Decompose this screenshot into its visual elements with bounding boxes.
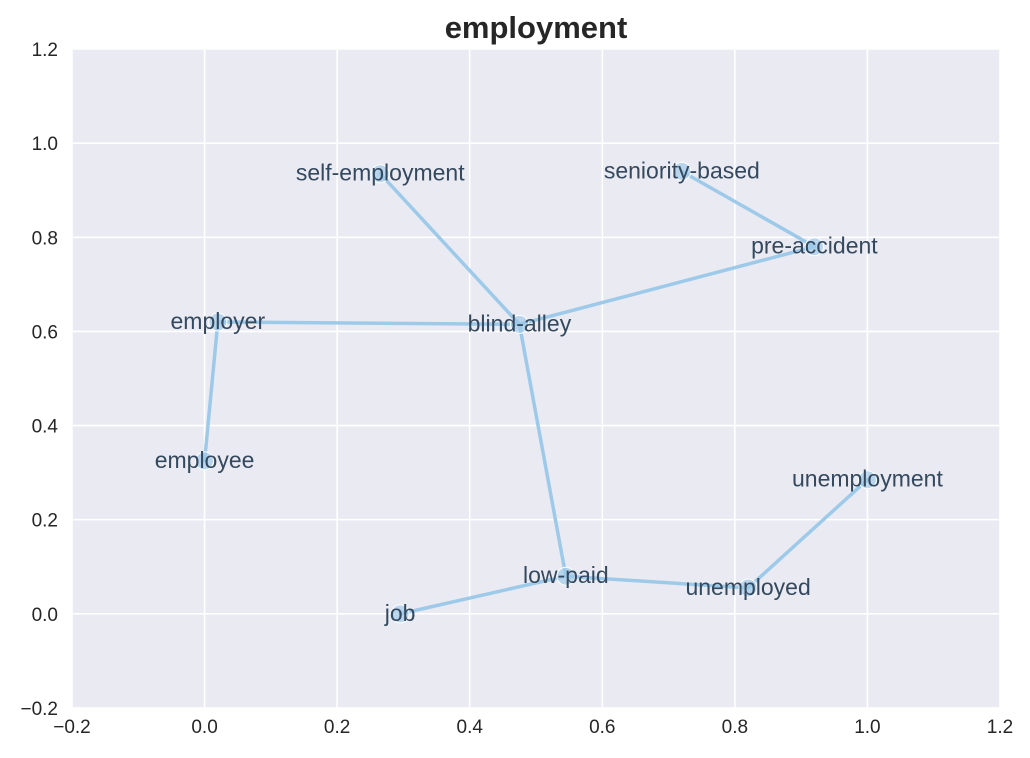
- markers: [195, 161, 877, 624]
- y-tick-label: 0.8: [32, 228, 58, 249]
- edge-line: [517, 244, 817, 327]
- edge-line: [564, 574, 750, 590]
- y-tick-label: 0.6: [32, 322, 58, 343]
- node-label: seniority-based: [604, 157, 760, 183]
- x-tick-labels: −0.2 0.0 0.2 0.4 0.6 0.8 1.0 1.2: [53, 717, 1013, 738]
- node-label: blind-alley: [468, 310, 572, 336]
- x-tick-label: 0.8: [722, 717, 748, 738]
- edge-line: [398, 574, 568, 616]
- node-marker: [672, 161, 692, 181]
- x-tick-label: 0.2: [324, 717, 350, 738]
- x-tick-label: 0.4: [457, 717, 484, 738]
- node-label: employer: [171, 308, 266, 334]
- node-label: unemployment: [792, 466, 943, 492]
- y-tick-label: 0.2: [32, 511, 58, 532]
- node-label: pre-accident: [751, 233, 878, 259]
- x-tick-label: 1.0: [854, 717, 880, 738]
- plot-background: [72, 49, 1000, 708]
- node-marker: [738, 578, 758, 598]
- node-marker: [556, 566, 576, 586]
- node-label: unemployed: [685, 574, 810, 600]
- y-tick-label: 0.0: [32, 605, 58, 626]
- edges: [202, 169, 870, 616]
- y-tick-label: 0.4: [32, 417, 59, 438]
- edge-line: [680, 169, 817, 249]
- x-tick-label: 1.2: [987, 717, 1013, 738]
- node-marker: [390, 604, 410, 624]
- node-label: job: [384, 600, 416, 626]
- edge-line: [378, 171, 522, 327]
- x-tick-label: 0.0: [191, 717, 217, 738]
- node-marker: [804, 237, 824, 257]
- y-tick-labels: −0.2 0.0 0.2 0.4 0.6 0.8 1.0 1.2: [20, 40, 58, 720]
- node-marker: [195, 451, 215, 471]
- y-tick-label: −0.2: [20, 699, 58, 720]
- edge-line: [202, 320, 220, 463]
- chart-title: employment: [445, 10, 628, 45]
- grid: [71, 48, 1001, 709]
- x-tick-label: 0.6: [589, 717, 615, 738]
- edge-line: [746, 477, 870, 590]
- node-label: low-paid: [523, 562, 609, 588]
- node-marker: [208, 312, 228, 332]
- y-tick-label: 1.0: [32, 134, 58, 155]
- edge-line: [216, 320, 522, 327]
- node-marker: [509, 314, 529, 334]
- node-labels: self-employment seniority-based pre-accide…: [155, 157, 944, 625]
- node-marker: [857, 470, 877, 490]
- x-tick-label: −0.2: [53, 717, 91, 738]
- y-tick-label: 1.2: [32, 40, 58, 61]
- node-marker: [370, 164, 390, 184]
- node-label: self-employment: [296, 160, 465, 186]
- node-label: employee: [155, 447, 255, 473]
- edge-line: [517, 322, 568, 578]
